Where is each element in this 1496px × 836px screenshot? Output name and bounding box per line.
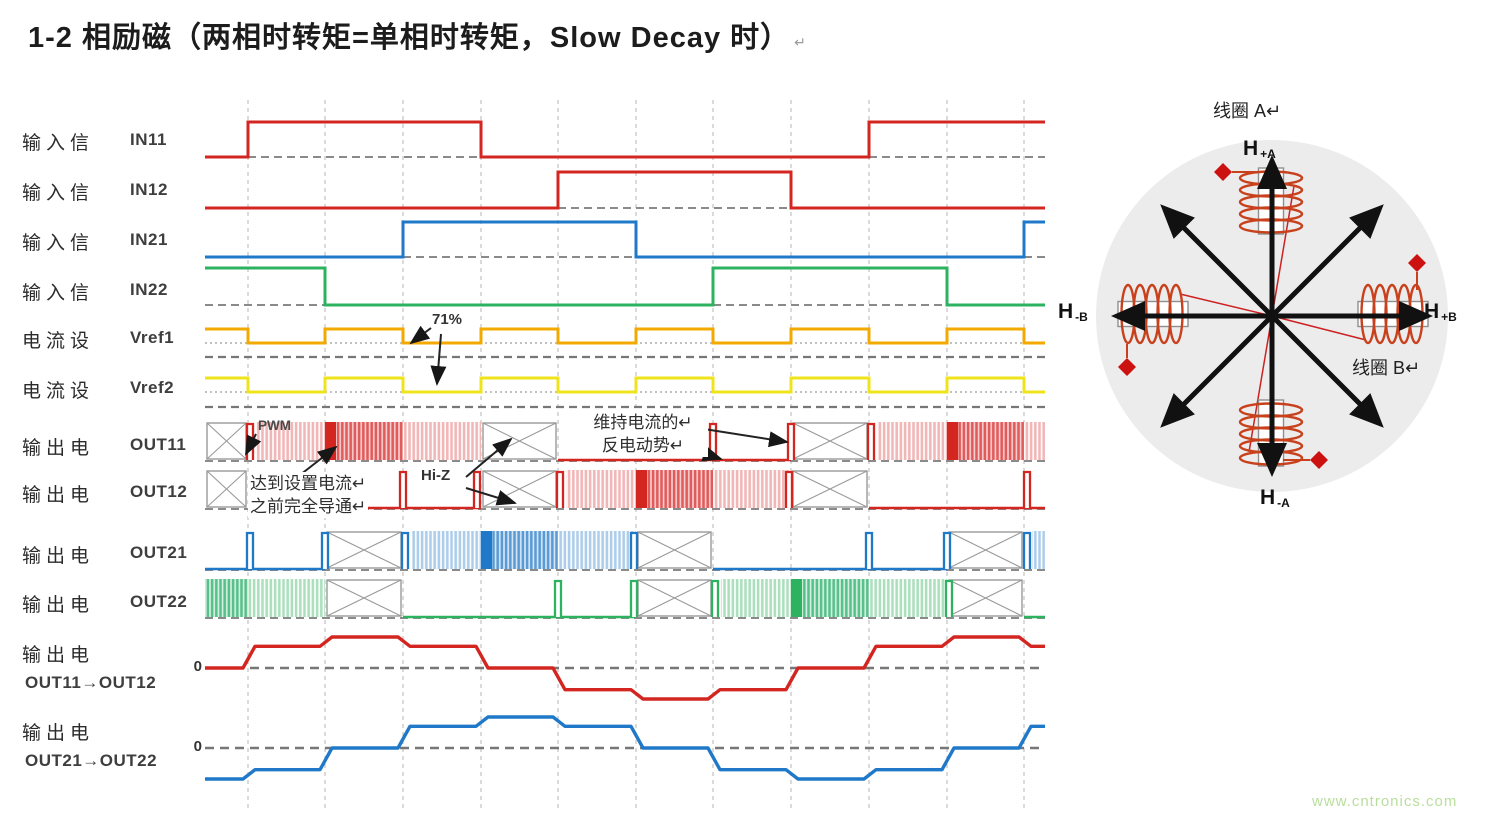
signal-group-label: 电流设 [22, 381, 95, 402]
signal-group-label: 电流设 [22, 331, 95, 352]
signal-name-label: IN11 [130, 130, 167, 149]
pole-sub: +A [1260, 147, 1276, 161]
return-mark-icon: ↵ [794, 34, 807, 50]
signal-group-label: 输出电 [22, 723, 95, 744]
signal-group-label: 输出电 [22, 595, 95, 616]
pole-label-h-plus-a: H +A [1243, 137, 1276, 161]
annotation-bemf-note: 维持电流的↵ 反电动势↵ [578, 411, 708, 457]
signal-name-label: OUT11 [130, 435, 187, 454]
pole-label-h-plus-b: H +B [1424, 300, 1457, 324]
waveform-OUT11 [205, 422, 1045, 462]
waveform-OUT12 [205, 470, 1045, 510]
signal-name-label: IN21 [130, 230, 168, 249]
signal-group-label: 输出电 [22, 438, 95, 459]
page-title: 1-2 相励磁（两相时转矩=单相时转矩，Slow Decay 时） ↵ [28, 14, 807, 56]
pole-main: H [1243, 137, 1259, 160]
signal-group-label: 输入信 [22, 283, 95, 304]
zero-label: 0 [193, 738, 202, 755]
waveform-Vref2 [205, 376, 1045, 409]
annotation-71-percent: 71% [432, 311, 463, 328]
waveform-IN21 [205, 220, 1045, 259]
pole-main: H [1260, 486, 1276, 509]
pole-label-h-minus-a: H -A [1260, 486, 1290, 510]
signal-group-label: 输入信 [22, 183, 95, 204]
waveform-IN11 [205, 120, 1045, 159]
pole-main: H [1424, 300, 1440, 323]
signal-group-label: 输出电 [22, 645, 95, 666]
annotation-full-on-line1: 达到设置电流↵ [250, 474, 367, 493]
signal-name-label: IN12 [130, 180, 168, 199]
page-title-text: 1-2 相励磁（两相时转矩=单相时转矩，Slow Decay 时） [28, 22, 791, 54]
signal-group-label: 输出电 [22, 546, 95, 567]
signal-name-label: OUT22 [130, 592, 188, 611]
annotation-bemf-line1: 维持电流的↵ [593, 413, 693, 432]
waveform-IN22 [205, 266, 1045, 307]
rotor-diagram [1096, 140, 1448, 492]
signal-group-label: 输出电 [22, 485, 95, 506]
waveform-OUT11→OUT12 [205, 635, 1045, 701]
annotation-pwm: PWM [258, 418, 291, 433]
coil-b-label: 线圈 B↵ [1352, 358, 1421, 378]
pole-sub: -A [1277, 496, 1290, 510]
waveform-OUT21 [205, 531, 1045, 571]
waveform-OUT21→OUT22 [205, 715, 1045, 781]
coil-a-label: 线圈 A↵ [1213, 101, 1282, 121]
waveform-IN12 [205, 170, 1045, 210]
signal-name-label: OUT21→OUT22 [25, 751, 158, 770]
annotation-hi-z: Hi-Z [420, 467, 452, 484]
annotation-bemf-line2: 反电动势↵ [601, 436, 685, 455]
pole-label-h-minus-b: H -B [1058, 300, 1088, 324]
pole-sub: +B [1441, 310, 1457, 324]
signal-group-label: 输入信 [22, 233, 95, 254]
signal-name-label: OUT11→OUT12 [25, 673, 157, 692]
annotation-full-on-line2: 之前完全导通↵ [250, 497, 367, 516]
zero-label: 0 [193, 658, 202, 675]
signal-name-label: OUT12 [130, 482, 188, 501]
signal-name-label: IN22 [130, 280, 168, 299]
annotation-full-on-note: 达到设置电流↵ 之前完全导通↵ [248, 472, 369, 518]
signal-group-label: 输入信 [22, 133, 95, 154]
watermark: www.cntronics.com [1312, 793, 1458, 810]
signal-name-label: Vref2 [130, 378, 175, 397]
pole-sub: -B [1075, 310, 1088, 324]
signal-name-label: OUT21 [130, 543, 188, 562]
waveform-Vref1 [205, 327, 1045, 359]
pole-main: H [1058, 300, 1074, 323]
signal-name-label: Vref1 [130, 328, 175, 347]
waveform-OUT22 [205, 579, 1045, 619]
